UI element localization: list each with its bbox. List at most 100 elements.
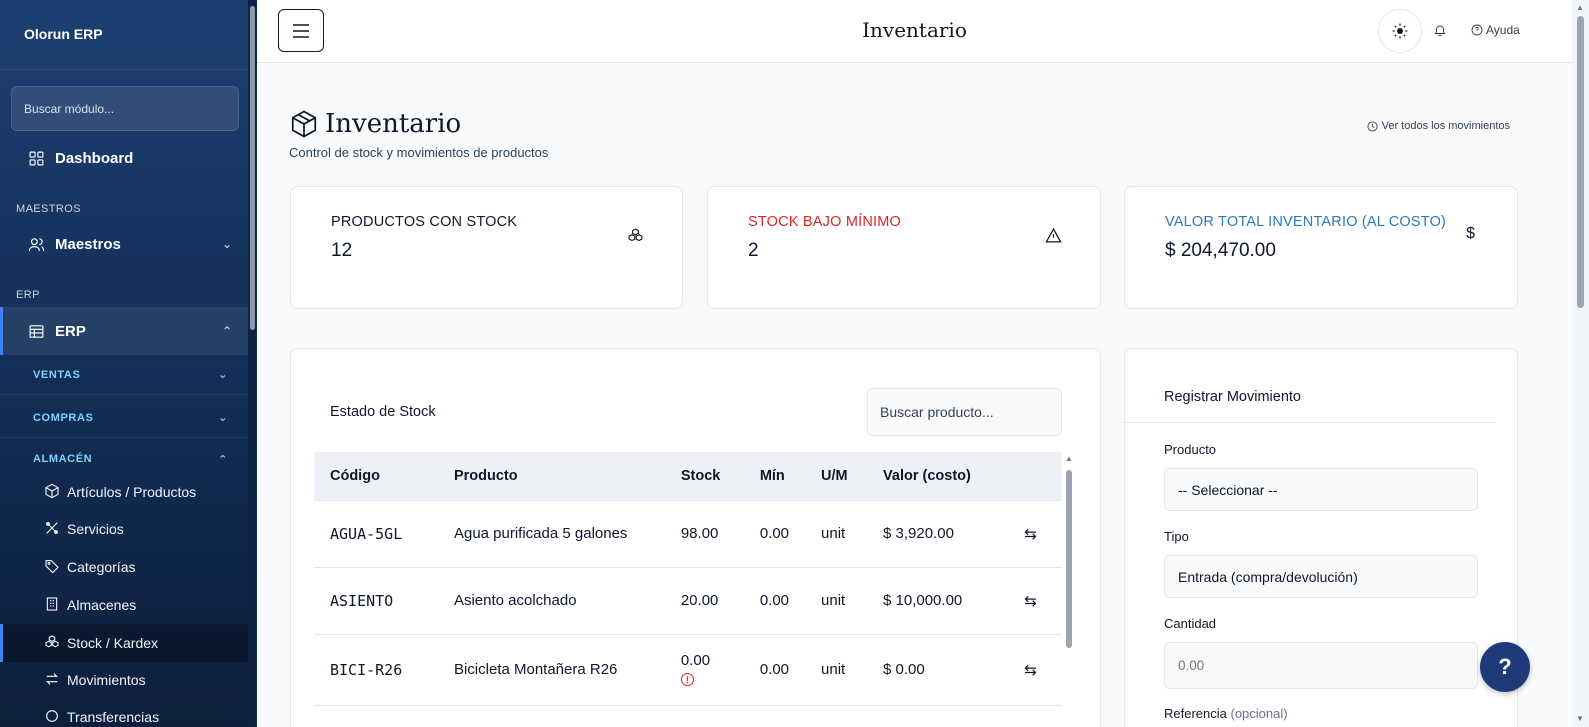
clock-icon — [1367, 120, 1378, 132]
cell-uom: unit — [805, 500, 868, 568]
sidebar-item-label: Almacenes — [67, 597, 137, 613]
sidebar-item-servicios[interactable]: Servicios — [0, 511, 248, 547]
page-title: Inventario — [289, 109, 461, 139]
product-select[interactable]: -- Seleccionar -- — [1164, 468, 1478, 511]
stat-value: 2 — [748, 240, 759, 261]
cell-stock: 98.00 — [664, 500, 744, 568]
alert-circle-icon: ! — [680, 673, 694, 687]
sidebar-item-articulos[interactable]: Artículos / Productos — [0, 474, 248, 510]
cell-min: 0.00 — [743, 500, 806, 568]
sidebar-item-stock-kardex[interactable]: Stock / Kardex — [0, 624, 248, 662]
sidebar-item-transferencias[interactable]: Transferencias — [0, 699, 248, 727]
stat-label: VALOR TOTAL INVENTARIO (AL COSTO) — [1165, 214, 1447, 230]
type-select[interactable]: Entrada (compra/devolución) — [1164, 555, 1478, 598]
chevron-up-icon: ⌃ — [218, 453, 228, 466]
main-content: Inventario Control de stock y movimiento… — [257, 63, 1572, 727]
sidebar-group-compras[interactable]: COMPRAS ⌄ — [0, 398, 248, 438]
box-icon — [44, 483, 60, 502]
sidebar-scroll-thumb[interactable] — [250, 6, 255, 330]
sidebar-group-almacen[interactable]: ALMACÉN ⌃ — [0, 439, 248, 479]
column-header[interactable]: Valor (costo) — [867, 452, 999, 501]
sidebar-item-dashboard[interactable]: Dashboard — [0, 136, 248, 180]
column-header[interactable]: Código — [314, 452, 438, 501]
cell-product: Asiento acolchado — [437, 567, 665, 635]
stock-card: Estado de Stock Código Producto Stock Mí… — [290, 348, 1101, 727]
sidebar-scrollbar[interactable] — [248, 0, 257, 727]
menu-toggle-button[interactable] — [278, 9, 324, 52]
sidebar-item-label: Categorías — [67, 559, 136, 575]
sidebar-item-label: Maestros — [55, 235, 121, 253]
cell-stock-low: 0.00 ! — [664, 634, 744, 706]
cell-value: $ 3,920.00 — [867, 500, 999, 568]
stat-value: 12 — [331, 240, 353, 261]
top-header: Inventario Ayuda — [257, 0, 1572, 63]
question-circle-icon — [1471, 24, 1483, 36]
sidebar-item-erp[interactable]: ERP ⌃ — [0, 307, 248, 355]
arrows-swap-icon[interactable]: ⇆ — [998, 634, 1062, 706]
arrows-swap-icon[interactable]: ⇆ — [998, 500, 1062, 568]
module-search-input[interactable] — [11, 86, 239, 131]
help-link[interactable]: Ayuda — [1471, 23, 1520, 37]
chevron-down-icon: ⌄ — [218, 412, 228, 424]
table-row[interactable]: AGUA-5GL Agua purificada 5 galones 98.00… — [314, 500, 1062, 568]
cell-code: ASIENTO — [314, 567, 438, 635]
column-header[interactable]: U/M — [805, 452, 868, 501]
cell-min: 0.00 — [743, 634, 806, 706]
cell-value: $ 0.00 — [867, 634, 999, 706]
sidebar-item-label: Stock / Kardex — [67, 635, 159, 651]
column-header[interactable]: Producto — [437, 452, 665, 501]
theme-toggle-button[interactable] — [1378, 9, 1422, 53]
arrows-swap-icon — [44, 671, 60, 690]
view-all-movements-link[interactable]: Ver todos los movimientos — [1367, 120, 1510, 132]
sidebar-item-movimientos[interactable]: Movimientos — [0, 662, 248, 698]
cell-uom: unit — [805, 634, 868, 706]
sidebar-item-almacenes[interactable]: Almacenes — [0, 587, 248, 623]
scroll-down-icon[interactable]: ▼ — [1576, 714, 1584, 723]
building-icon — [44, 596, 60, 615]
users-icon — [27, 235, 45, 253]
reference-label: Referencia (opcional) — [1164, 706, 1288, 721]
sidebar-item-label: Transferencias — [67, 709, 160, 725]
cell-stock: 0.00 — [680, 652, 711, 670]
table-row[interactable]: ASIENTO Asiento acolchado 20.00 0.00 uni… — [314, 567, 1062, 635]
tag-icon — [44, 558, 60, 577]
sun-icon — [1392, 23, 1408, 39]
cell-code: AGUA-5GL — [314, 500, 438, 568]
group-label: VENTAS — [33, 368, 81, 381]
transfer-icon — [44, 708, 60, 727]
table-row[interactable]: BICI-R26 Bicicleta Montañera R26 0.00 ! … — [314, 634, 1062, 706]
grid-icon — [27, 149, 45, 167]
cell-uom: unit — [805, 567, 868, 635]
section-label-erp: ERP — [16, 289, 40, 301]
reference-label-text: Referencia — [1164, 706, 1227, 721]
stat-value: $ 204,470.00 — [1165, 240, 1276, 261]
table-scrollbar[interactable]: ▲ — [1063, 452, 1075, 722]
product-search-input[interactable] — [867, 388, 1062, 436]
product-select-value: -- Seleccionar -- — [1178, 481, 1278, 498]
dollar-icon: $ — [1466, 225, 1475, 242]
sidebar-item-categorias[interactable]: Categorías — [0, 549, 248, 585]
scroll-up-icon[interactable]: ▲ — [1576, 3, 1584, 12]
page-scrollbar[interactable]: ▲ ▼ — [1572, 0, 1589, 727]
quantity-input[interactable] — [1164, 642, 1478, 689]
table-scroll-thumb[interactable] — [1066, 470, 1072, 648]
group-label: COMPRAS — [33, 411, 94, 424]
bell-icon[interactable] — [1433, 23, 1447, 37]
column-header-actions — [998, 452, 1062, 501]
help-fab-button[interactable]: ? — [1480, 642, 1530, 692]
movement-form-card: Registrar Movimiento Producto -- Selecci… — [1124, 348, 1518, 727]
sidebar-item-label: Artículos / Productos — [67, 484, 197, 500]
type-label: Tipo — [1164, 529, 1189, 544]
help-label: Ayuda — [1486, 23, 1520, 37]
sidebar-item-maestros[interactable]: Maestros ⌄ — [0, 222, 248, 266]
header-title: Inventario — [862, 18, 967, 42]
scroll-up-icon[interactable]: ▲ — [1065, 454, 1073, 463]
sidebar-group-ventas[interactable]: VENTAS ⌄ — [0, 355, 248, 395]
arrows-swap-icon[interactable]: ⇆ — [998, 567, 1062, 635]
cell-stock: 20.00 — [664, 567, 744, 635]
column-header[interactable]: Mín — [743, 452, 806, 501]
reference-optional-text: (opcional) — [1230, 706, 1288, 721]
column-header[interactable]: Stock — [664, 452, 744, 501]
sidebar-item-label: ERP — [55, 322, 86, 340]
page-scroll-thumb[interactable] — [1577, 16, 1584, 308]
